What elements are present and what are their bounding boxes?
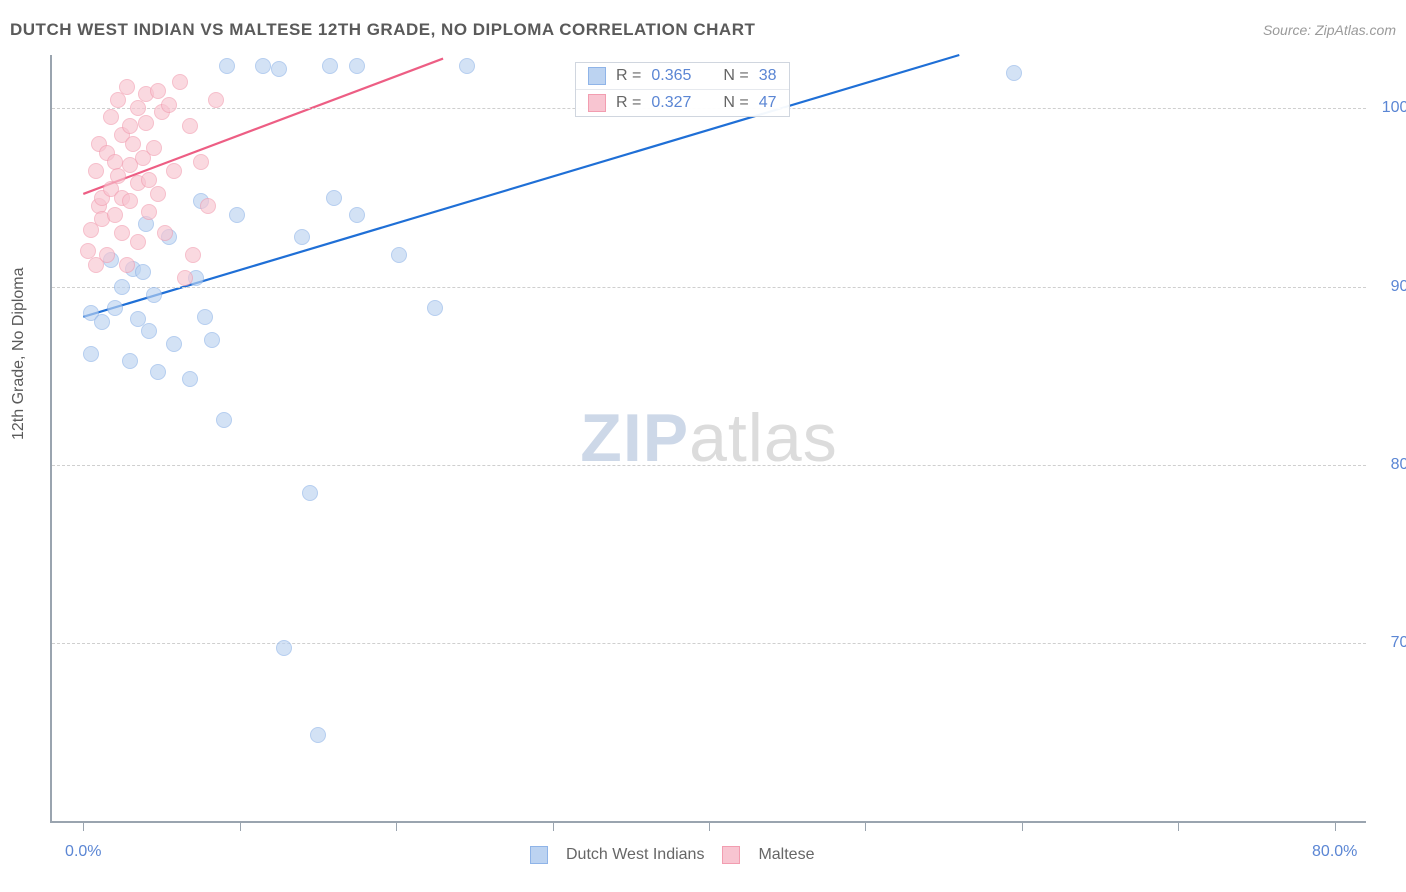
x-tick	[240, 821, 241, 831]
data-point-blue	[216, 412, 232, 428]
legend-label-blue: Dutch West Indians	[566, 846, 704, 864]
y-tick-label: 80.0%	[1376, 456, 1406, 474]
legend-label-pink: Maltese	[758, 846, 814, 864]
data-point-blue	[219, 58, 235, 74]
data-point-pink	[103, 109, 119, 125]
data-point-blue	[1006, 65, 1022, 81]
legend-stats-row: R = 0.327 N = 47	[576, 90, 789, 116]
data-point-pink	[200, 198, 216, 214]
legend-stats: R = 0.365 N = 38 R = 0.327 N = 47	[575, 62, 790, 117]
legend-swatch-blue	[530, 846, 548, 864]
r-label: R =	[616, 67, 641, 85]
data-point-blue	[182, 371, 198, 387]
data-point-pink	[99, 247, 115, 263]
data-point-pink	[122, 193, 138, 209]
data-point-blue	[94, 314, 110, 330]
x-tick	[553, 821, 554, 831]
data-point-pink	[107, 207, 123, 223]
y-tick-label: 90.0%	[1376, 278, 1406, 296]
x-tick	[865, 821, 866, 831]
data-point-blue	[114, 279, 130, 295]
x-tick	[1022, 821, 1023, 831]
data-point-pink	[88, 163, 104, 179]
data-point-pink	[122, 118, 138, 134]
x-tick	[1178, 821, 1179, 831]
data-point-pink	[182, 118, 198, 134]
data-point-blue	[204, 332, 220, 348]
chart-title: DUTCH WEST INDIAN VS MALTESE 12TH GRADE,…	[10, 20, 755, 40]
legend-swatch-pink	[588, 94, 606, 112]
r-value: 0.365	[651, 67, 691, 85]
data-point-pink	[119, 257, 135, 273]
y-axis-title: 12th Grade, No Diploma	[10, 267, 28, 440]
data-point-blue	[83, 346, 99, 362]
data-point-blue	[122, 353, 138, 369]
data-point-blue	[276, 640, 292, 656]
data-point-pink	[166, 163, 182, 179]
y-tick-label: 100.0%	[1376, 99, 1406, 117]
data-point-blue	[229, 207, 245, 223]
r-label: R =	[616, 94, 641, 112]
data-point-pink	[157, 225, 173, 241]
legend-stats-row: R = 0.365 N = 38	[576, 63, 789, 90]
data-point-pink	[161, 97, 177, 113]
data-point-pink	[138, 115, 154, 131]
data-point-blue	[107, 300, 123, 316]
header-row: DUTCH WEST INDIAN VS MALTESE 12TH GRADE,…	[10, 18, 1396, 42]
x-tick-label: 80.0%	[1312, 843, 1357, 861]
n-value: 47	[759, 94, 777, 112]
data-point-blue	[135, 264, 151, 280]
data-point-blue	[322, 58, 338, 74]
data-point-pink	[141, 204, 157, 220]
data-point-pink	[185, 247, 201, 263]
trend-lines	[52, 55, 1366, 821]
gridline	[52, 287, 1366, 288]
x-tick-label: 0.0%	[65, 843, 101, 861]
data-point-pink	[177, 270, 193, 286]
data-point-pink	[150, 83, 166, 99]
data-point-pink	[208, 92, 224, 108]
data-point-pink	[193, 154, 209, 170]
data-point-blue	[349, 58, 365, 74]
data-point-blue	[391, 247, 407, 263]
data-point-blue	[294, 229, 310, 245]
data-point-blue	[310, 727, 326, 743]
data-point-blue	[150, 364, 166, 380]
data-point-pink	[146, 140, 162, 156]
plot-area: ZIPatlas 70.0%80.0%90.0%100.0%0.0%80.0%	[50, 55, 1366, 823]
n-label: N =	[723, 67, 748, 85]
n-value: 38	[759, 67, 777, 85]
legend-swatch-pink	[722, 846, 740, 864]
gridline	[52, 465, 1366, 466]
data-point-blue	[141, 323, 157, 339]
data-point-blue	[302, 485, 318, 501]
data-point-pink	[150, 186, 166, 202]
x-tick	[709, 821, 710, 831]
data-point-blue	[427, 300, 443, 316]
n-label: N =	[723, 94, 748, 112]
data-point-blue	[326, 190, 342, 206]
gridline	[52, 643, 1366, 644]
r-value: 0.327	[651, 94, 691, 112]
data-point-blue	[255, 58, 271, 74]
data-point-pink	[125, 136, 141, 152]
source-label: Source: ZipAtlas.com	[1263, 22, 1396, 38]
legend-series: Dutch West Indians Maltese	[530, 846, 814, 864]
x-tick	[396, 821, 397, 831]
x-tick	[83, 821, 84, 831]
data-point-blue	[146, 287, 162, 303]
data-point-pink	[141, 172, 157, 188]
data-point-blue	[459, 58, 475, 74]
data-point-pink	[172, 74, 188, 90]
data-point-blue	[197, 309, 213, 325]
data-point-pink	[119, 79, 135, 95]
data-point-blue	[271, 61, 287, 77]
legend-swatch-blue	[588, 67, 606, 85]
data-point-pink	[114, 225, 130, 241]
y-tick-label: 70.0%	[1376, 634, 1406, 652]
x-tick	[1335, 821, 1336, 831]
data-point-blue	[166, 336, 182, 352]
data-point-blue	[349, 207, 365, 223]
data-point-pink	[130, 234, 146, 250]
